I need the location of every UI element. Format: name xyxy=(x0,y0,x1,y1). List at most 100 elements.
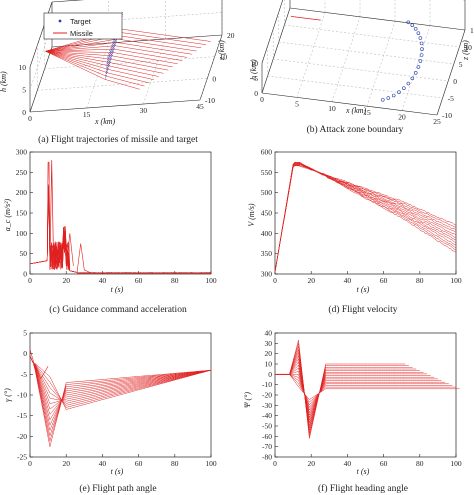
panel-a-box-edge xyxy=(51,0,85,3)
panel-b-xtick-label: 15 xyxy=(363,108,371,117)
attack-zone-point xyxy=(402,86,406,90)
path-angle-series-9 xyxy=(29,355,212,405)
attack-zone-point xyxy=(416,65,421,69)
panel-c-ytick-label: 150 xyxy=(16,209,28,218)
panel-c-ytick-label: 250 xyxy=(16,168,28,177)
heading-angle-series-2 xyxy=(275,343,409,436)
velocity-series-12 xyxy=(274,161,457,273)
panel-a-grid xyxy=(143,38,166,105)
panel-b-ztick-label: 10 xyxy=(464,43,472,52)
panel-a-htick-label: 0 xyxy=(22,108,26,117)
target-trajectory-5 xyxy=(109,44,113,67)
panel-c-ylabel: a_c (m/s²) xyxy=(3,198,12,231)
panel-b-grid xyxy=(278,41,454,65)
panel-c-xtick-label: 20 xyxy=(62,276,70,285)
attack-zone-point xyxy=(418,36,423,40)
panel-c-acceleration: 0 20 40 60 80 100 0 50 100 150 200 250 300 t (s) a_c… xyxy=(3,148,217,316)
panel-d-ytick-label: 600 xyxy=(261,148,273,157)
path-angle-initial-arc xyxy=(29,349,49,380)
heading-angle-series-16 xyxy=(275,374,460,400)
acceleration-second-peak xyxy=(65,233,74,270)
path-angle-series-2 xyxy=(29,355,212,442)
attack-zone-point xyxy=(386,96,391,100)
panel-a-box-edge xyxy=(29,99,201,113)
panel-b-ztick-label: -10 xyxy=(442,111,452,120)
panel-e-xtick-label: 0 xyxy=(28,459,32,468)
attack-zone-point xyxy=(410,76,415,81)
panel-e-plot-frame xyxy=(29,332,212,458)
target-trajectory-6 xyxy=(110,41,114,63)
panel-a-box-edge xyxy=(51,34,223,48)
attack-zone-point xyxy=(413,71,418,75)
panel-b-grid xyxy=(296,12,326,98)
panel-a-legend: Target Missile xyxy=(43,12,123,40)
panel-c-xlabel: t (s) xyxy=(111,285,124,294)
acceleration-late-peak xyxy=(76,243,92,274)
panel-d-ytick-label: 400 xyxy=(261,229,273,238)
missile-trajectory-4 xyxy=(45,51,155,80)
velocity-series-4 xyxy=(274,164,457,273)
panel-b-ztick-label: 5 xyxy=(459,60,463,69)
panel-d-ylabel: V (m/s) xyxy=(247,203,256,227)
heading-angle-series-9 xyxy=(275,364,435,419)
panel-b-xtick-label: 25 xyxy=(433,117,441,126)
panel-d-xtick-label: 100 xyxy=(450,276,462,285)
panel-c-xtick-label: 80 xyxy=(171,276,179,285)
panel-a-grid xyxy=(199,34,223,101)
panel-b-htick-label: 10 xyxy=(251,59,259,68)
attack-zone-point xyxy=(413,27,418,31)
heading-angle-series-10 xyxy=(275,367,438,416)
heading-angle-series-3 xyxy=(275,346,413,434)
panel-a-xtick-label: 30 xyxy=(140,106,148,115)
attack-zone-point xyxy=(419,53,424,57)
legend-missile-label: Missile xyxy=(70,29,93,38)
panel-d-xtick-label: 20 xyxy=(307,276,315,285)
heading-angle-series-7 xyxy=(275,358,427,423)
panel-a-ztick-label: 0 xyxy=(212,74,216,83)
heading-angle-series-1 xyxy=(275,340,406,439)
panel-b-xlabel: x (km) xyxy=(345,106,367,115)
panel-b-grid xyxy=(284,24,460,48)
panel-b-box-edge xyxy=(289,7,466,31)
panel-c-caption: (c) Guidance command acceleration xyxy=(49,304,187,315)
panel-f-ytick-label: 40 xyxy=(265,329,273,338)
panel-a-ztick-label: -10 xyxy=(205,96,215,105)
panel-e-xtick-label: 40 xyxy=(99,459,107,468)
acceleration-series-10 xyxy=(29,189,212,274)
panel-a-grid xyxy=(86,42,109,109)
panel-b-htick-label: 0 xyxy=(254,89,258,98)
panel-d-ytick-label: 450 xyxy=(261,209,273,218)
panel-b-hlabel: h (km) xyxy=(249,59,258,80)
path-angle-series-7 xyxy=(29,355,212,415)
attack-zone-point xyxy=(416,31,421,35)
acceleration-series-4 xyxy=(29,188,212,274)
missile-trajectory-9 xyxy=(45,51,178,65)
missile-trajectory-12 xyxy=(45,42,192,55)
panel-b-box-edge xyxy=(261,7,291,94)
velocity-series-2 xyxy=(274,165,457,273)
panel-f-plot-frame xyxy=(274,332,457,458)
acceleration-series-14 xyxy=(29,185,212,274)
panel-d-ytick-label: 500 xyxy=(261,188,273,197)
panel-f-caption: (f) Flight heading angle xyxy=(318,483,408,494)
panel-b-xtick-label: 10 xyxy=(328,104,336,113)
panel-b-htick-label: 5 xyxy=(254,74,258,83)
panel-d-xtick-label: 40 xyxy=(344,276,352,285)
panel-f-ytick-label: 20 xyxy=(265,349,273,358)
panel-a-htick-label: 10 xyxy=(19,63,27,72)
attack-zone-point xyxy=(418,59,423,63)
panel-f-ytick-label: 10 xyxy=(265,360,273,369)
panel-c-ytick-label: 50 xyxy=(20,249,28,258)
panel-b-missile-segment xyxy=(290,16,321,21)
panel-b-caption: (b) Attack zone boundary xyxy=(307,124,404,135)
velocity-series-8 xyxy=(274,163,457,273)
panel-e-path-angle: 0 20 40 60 80 100 -25 -20 -15 -10 -5 0 5 t (s) γ (°)… xyxy=(3,329,217,495)
velocity-series-7 xyxy=(274,163,457,273)
panel-a-zlabel: z (km) xyxy=(217,40,226,61)
panel-e-xlabel: t (s) xyxy=(111,467,124,476)
path-angle-series-12 xyxy=(29,355,212,406)
panel-a-box-edge xyxy=(29,46,53,113)
attack-zone-point xyxy=(419,41,424,46)
panel-b-ztick-label: 15 xyxy=(470,26,474,35)
